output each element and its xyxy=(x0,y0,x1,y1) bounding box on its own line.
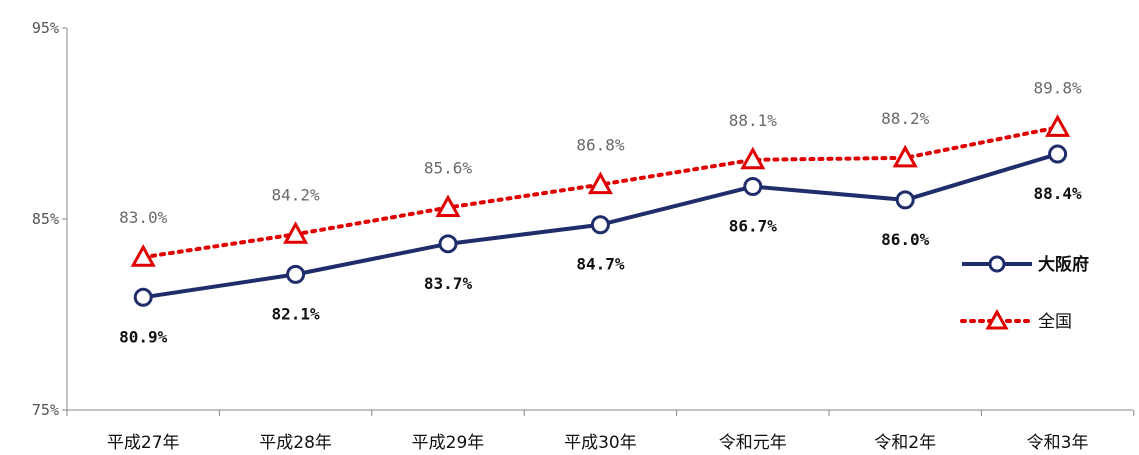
series-osaka: 80.9% 82.1% 83.7% 84.7% 86.7% 86.0% 88.4% xyxy=(119,144,1083,346)
data-label-zenkoku: 86.8% xyxy=(576,136,625,155)
triangle-marker xyxy=(587,171,613,195)
triangle-marker xyxy=(283,221,309,244)
x-category-label: 平成27年 xyxy=(107,433,180,453)
x-category-label: 令和2年 xyxy=(874,433,936,453)
circle-marker xyxy=(286,264,306,284)
triangle-marker xyxy=(740,146,766,170)
triangle-marker xyxy=(892,144,918,168)
data-label-zenkoku: 88.1% xyxy=(729,111,778,130)
x-category-label: 令和3年 xyxy=(1027,433,1089,453)
series-zenkoku: 83.0% 84.2% 85.6% 86.8% 88.1% 88.2% 89.8% xyxy=(119,78,1083,267)
legend-marker-osaka xyxy=(988,255,1006,273)
data-label-zenkoku: 84.2% xyxy=(272,185,321,204)
x-category-label: 平成30年 xyxy=(564,433,637,453)
data-label-osaka: 86.7% xyxy=(729,217,778,236)
y-tick-label: 95% xyxy=(32,19,59,37)
x-category-label: 平成29年 xyxy=(412,433,485,453)
legend-label-zenkoku: 全国 xyxy=(1038,312,1072,332)
data-label-zenkoku: 85.6% xyxy=(424,159,473,178)
data-label-osaka: 83.7% xyxy=(424,274,473,293)
circle-marker xyxy=(895,190,915,210)
data-label-osaka: 86.0% xyxy=(881,230,930,249)
circle-marker xyxy=(133,287,153,307)
x-category-label: 平成28年 xyxy=(259,433,332,453)
circle-marker xyxy=(743,177,763,197)
circle-marker xyxy=(590,215,610,235)
data-label-osaka: 88.4% xyxy=(1034,184,1083,203)
circle-marker xyxy=(438,234,458,254)
y-tick-label: 85% xyxy=(32,210,59,228)
triangle-marker xyxy=(130,244,156,267)
x-category-label: 令和元年 xyxy=(719,433,787,453)
circle-marker xyxy=(1048,144,1068,164)
data-label-zenkoku: 89.8% xyxy=(1034,78,1083,97)
data-label-osaka: 84.7% xyxy=(576,255,625,274)
data-label-zenkoku: 83.0% xyxy=(119,208,168,227)
data-label-zenkoku: 88.2% xyxy=(881,109,930,128)
y-axis-ticks: 75% 85% 95% xyxy=(32,19,67,419)
y-tick-label: 75% xyxy=(32,401,59,419)
legend-marker-zenkoku xyxy=(985,308,1009,330)
data-label-osaka: 80.9% xyxy=(119,327,168,346)
legend-label-osaka: 大阪府 xyxy=(1038,254,1089,275)
data-label-osaka: 82.1% xyxy=(272,304,321,323)
triangle-marker xyxy=(435,194,461,218)
triangle-marker xyxy=(1045,114,1071,137)
x-axis-categories: 平成27年 平成28年 平成29年 平成30年 令和元年 令和2年 令和3年 xyxy=(107,433,1089,453)
